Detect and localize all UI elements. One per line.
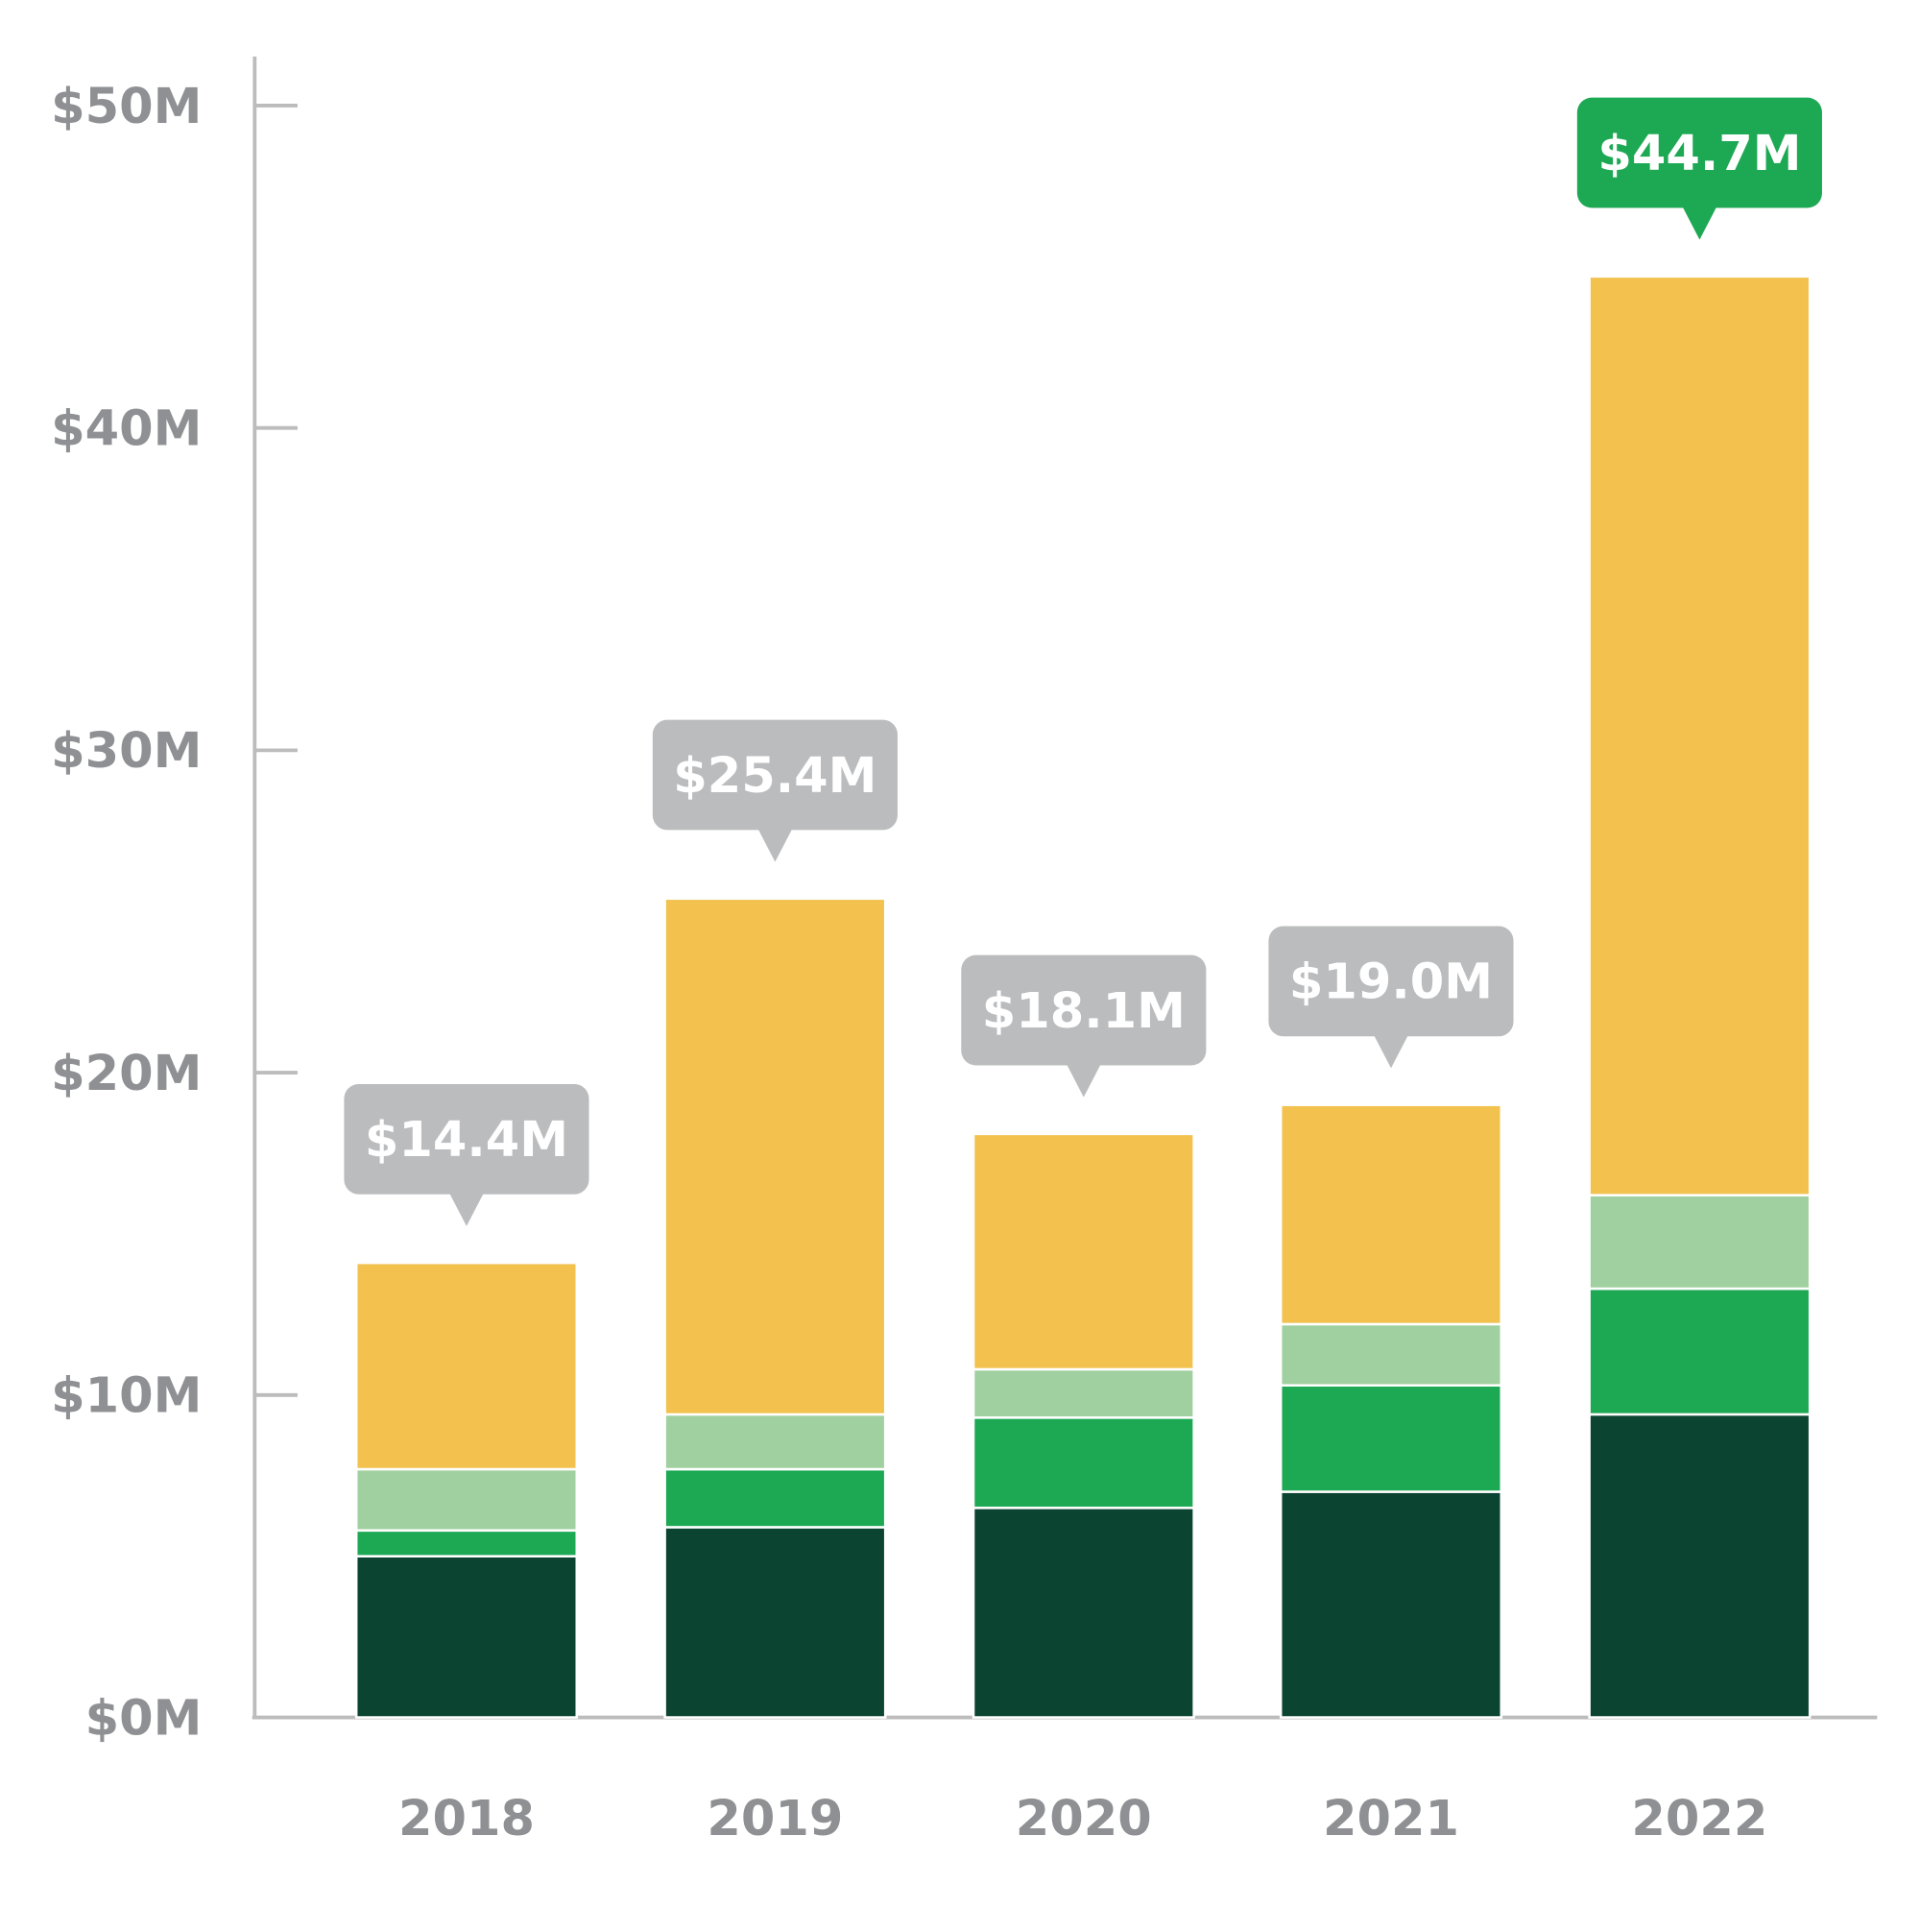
total-label: $25.4M — [673, 748, 876, 805]
x-tick-label: 2022 — [1631, 1791, 1767, 1847]
y-ticks: $0M $10M $20M $30M $40M $50M — [51, 79, 298, 1747]
x-tick-labels: 2018 2019 2020 2021 2022 — [398, 1791, 1767, 1847]
total-label: $44.7M — [1597, 126, 1801, 182]
total-label: $19.0M — [1289, 954, 1493, 1011]
bar-segment — [663, 897, 887, 1416]
y-tick-label: $30M — [51, 723, 202, 780]
bar-segment — [663, 1467, 887, 1529]
total-label-box — [1268, 926, 1514, 1037]
total-label-box — [652, 719, 898, 831]
bar-segment — [1279, 1322, 1503, 1388]
bar-segment — [1279, 1490, 1503, 1719]
y-tick-label: $50M — [51, 79, 202, 135]
bar-segment — [972, 1416, 1195, 1509]
total-labels: $14.4M $25.4M $18.1M $19.0M $44.7M — [344, 97, 1822, 1226]
total-label-box — [344, 1083, 589, 1195]
bar-segment — [1588, 1194, 1812, 1291]
total-label-pointer — [757, 829, 793, 862]
bar-segment — [1588, 1413, 1812, 1719]
bar-segment — [354, 1529, 579, 1558]
total-label-box — [961, 954, 1207, 1066]
total-label-pointer — [1682, 206, 1717, 240]
bar-segment — [972, 1367, 1195, 1419]
bars — [354, 275, 1812, 1719]
bar-segment — [972, 1507, 1195, 1719]
total-label: $14.4M — [365, 1112, 568, 1169]
x-tick-label: 2018 — [398, 1791, 535, 1847]
total-label-pointer — [449, 1193, 484, 1226]
y-tick-label: $40M — [51, 401, 202, 458]
x-tick-label: 2019 — [707, 1791, 843, 1847]
bar-segment — [354, 1555, 579, 1719]
total-label-box — [1576, 97, 1822, 208]
x-tick-label: 2020 — [1016, 1791, 1152, 1847]
bar-segment — [663, 1413, 887, 1471]
y-tick-label: $10M — [51, 1368, 202, 1425]
bar-segment — [972, 1132, 1195, 1371]
y-tick-label: $20M — [51, 1046, 202, 1102]
bar-segment — [354, 1261, 579, 1471]
bar-segment — [1588, 1287, 1812, 1416]
total-label-pointer — [1066, 1064, 1101, 1098]
bar-segment — [1279, 1384, 1503, 1493]
bar-segment — [1279, 1103, 1503, 1326]
total-label: $18.1M — [982, 983, 1186, 1040]
bar-segment — [1588, 275, 1812, 1196]
y-tick-label: $0M — [85, 1690, 203, 1747]
bar-segment — [663, 1526, 887, 1719]
x-tick-label: 2021 — [1323, 1791, 1459, 1847]
bar-segment — [354, 1467, 579, 1533]
total-label-pointer — [1374, 1034, 1408, 1069]
